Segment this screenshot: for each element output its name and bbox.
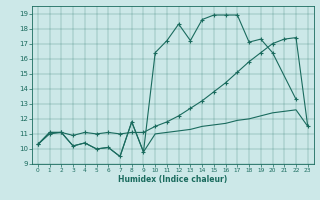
- X-axis label: Humidex (Indice chaleur): Humidex (Indice chaleur): [118, 175, 228, 184]
